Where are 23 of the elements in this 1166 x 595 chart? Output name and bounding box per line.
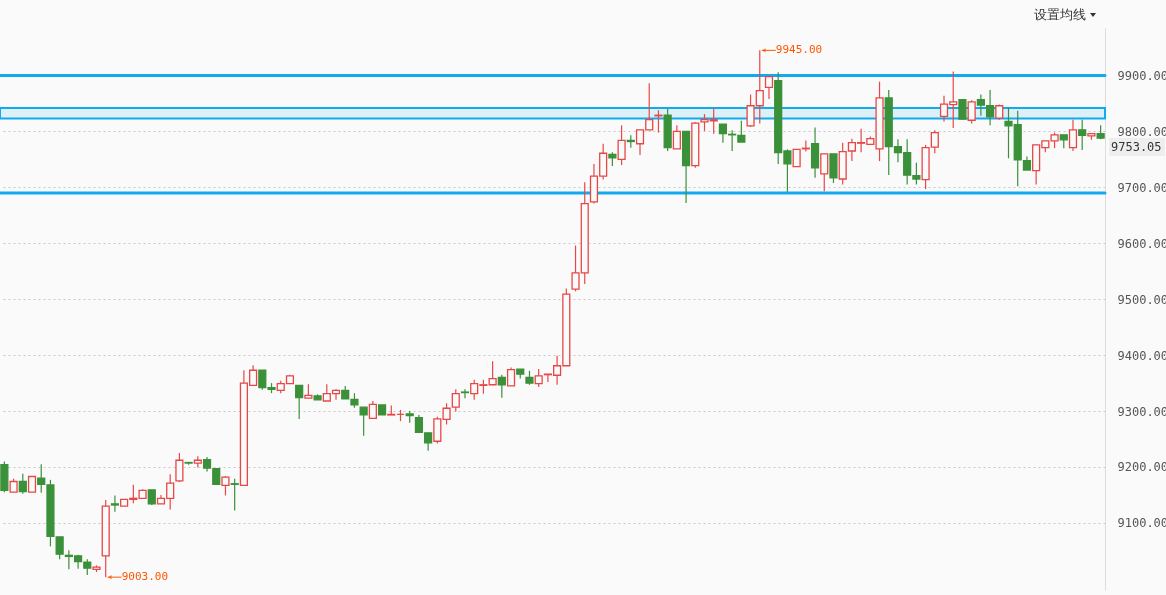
candlestick <box>718 123 728 144</box>
candlestick <box>617 124 626 166</box>
candlestick <box>1068 119 1078 152</box>
candlestick <box>737 120 746 143</box>
candlestick <box>506 366 516 387</box>
text: 9753.05 <box>1111 140 1162 154</box>
candlestick <box>967 99 976 125</box>
text: 设置均线 <box>1034 6 1086 24</box>
candlestick <box>295 384 304 420</box>
candlestick <box>359 406 368 437</box>
candlestick <box>18 473 27 495</box>
candlestick <box>958 98 967 120</box>
candlestick <box>1078 119 1087 151</box>
annotation: 9003.00 <box>121 570 169 584</box>
candlestick <box>820 153 829 192</box>
candlestick <box>497 374 506 399</box>
candlestick <box>672 124 681 150</box>
candlestick <box>451 388 460 413</box>
candlestick <box>230 478 239 512</box>
candlestick <box>175 452 184 483</box>
annotation: 9945.00 <box>775 43 823 57</box>
candlestick <box>110 494 120 513</box>
candlestick <box>460 388 470 399</box>
